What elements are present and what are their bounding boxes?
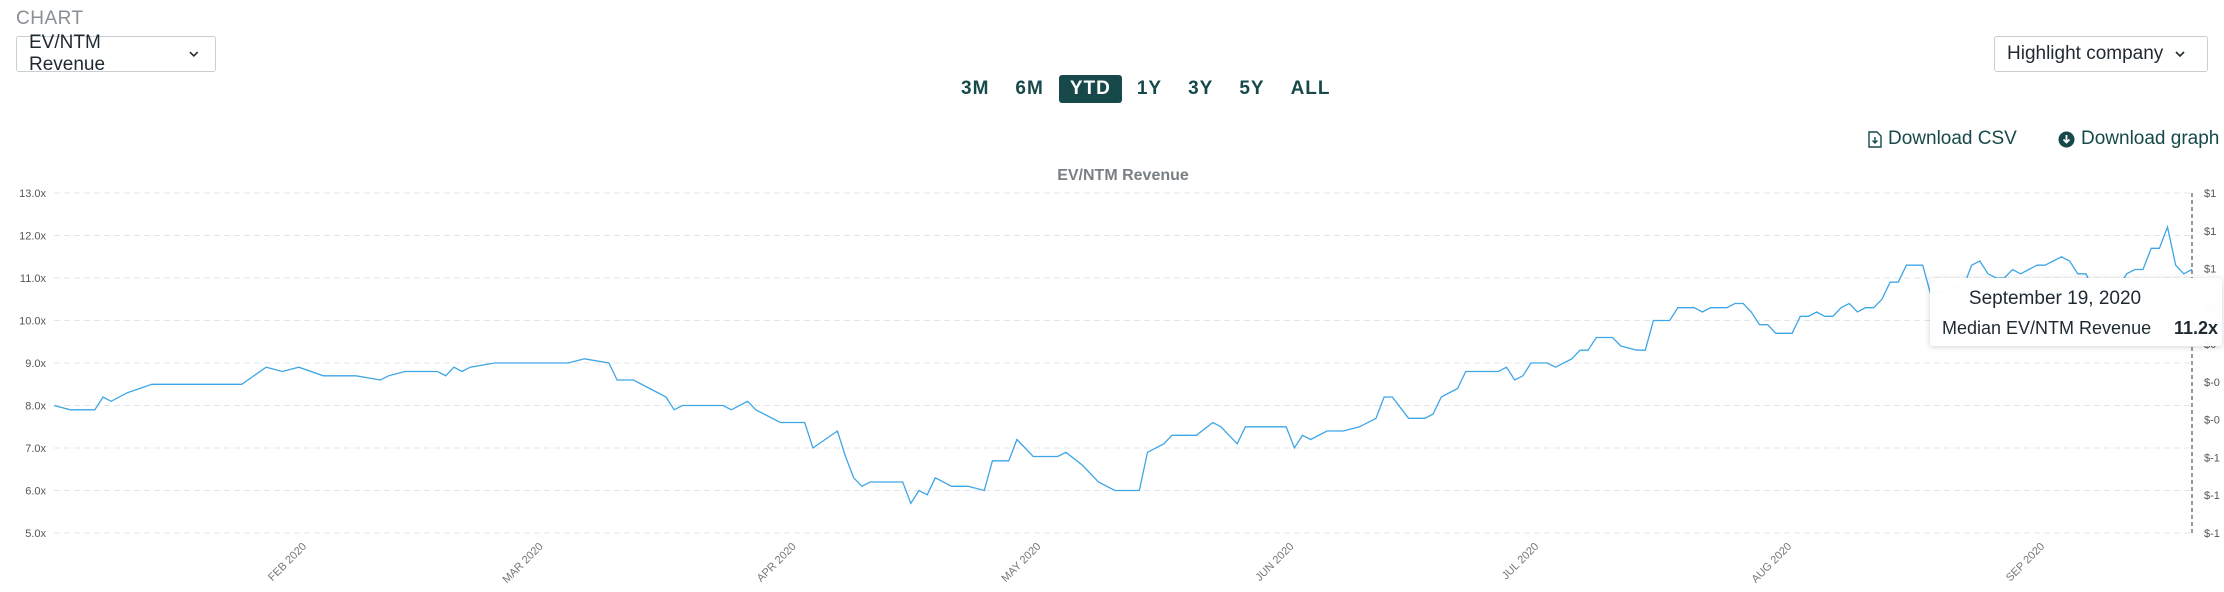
y-tick-label: 5.0x <box>25 528 46 540</box>
y-tick-label: 11.0x <box>20 273 47 285</box>
y-tick-label: 9.0x <box>25 358 46 370</box>
range-button-3m[interactable]: 3M <box>961 78 990 99</box>
right-axis-tick-label: $1 <box>2204 226 2216 238</box>
range-button-1y[interactable]: 1Y <box>1136 78 1163 99</box>
right-axis-tick-label: $-1 <box>2204 490 2220 502</box>
range-button-ytd[interactable]: YTD <box>1058 75 1122 103</box>
tooltip-date: September 19, 2020 <box>1968 288 2142 309</box>
right-axis-tick-label: $-0 <box>2204 415 2220 427</box>
range-button-3y[interactable]: 3Y <box>1188 78 1214 99</box>
y-tick-label: 6.0x <box>25 486 46 498</box>
tooltip-value: 11.2x <box>2174 318 2219 338</box>
file-download-icon <box>1868 130 1882 148</box>
ev-ntm-revenue-chart: EV/NTM Revenue 5.0x 6.0x 7.0x 8.0x 9.0x 10.0x… <box>19 167 2220 586</box>
download-graph-label: Download graph <box>2081 128 2220 149</box>
right-axis-tick-label: $1 <box>2204 188 2216 200</box>
y-axis: 5.0x 6.0x 7.0x 8.0x 9.0x 10.0x 11.0x 12.0x 13.0x <box>19 188 46 540</box>
chart-grid <box>54 192 2192 534</box>
chart-section-label: CHART <box>16 8 84 29</box>
range-button-5y[interactable]: 5Y <box>1239 78 1265 99</box>
y-tick-label: 8.0x <box>25 401 46 413</box>
right-axis-tick-label: $-1 <box>2204 452 2220 464</box>
hover-tooltip: September 19, 2020 Median EV/NTM Revenue… <box>1930 278 2222 346</box>
y-tick-label: 13.0x <box>19 188 46 200</box>
right-axis-tick-label: $1 <box>2204 264 2216 276</box>
x-tick-label: FEB 2020 <box>266 541 309 584</box>
right-axis-tick-label: $-1 <box>2204 528 2220 540</box>
y-tick-label: 7.0x <box>25 443 46 455</box>
range-button-all[interactable]: ALL <box>1290 78 1331 99</box>
x-tick-label: SEP 2020 <box>2004 541 2047 584</box>
metric-dropdown[interactable]: EV/NTM Revenue <box>16 32 216 75</box>
range-button-6m[interactable]: 6M <box>1015 78 1044 99</box>
chevron-down-icon <box>189 51 199 58</box>
download-circle-icon <box>2058 131 2075 147</box>
right-axis: $-1$-1$-1$-0$-0$0$0$1$1$1 <box>2204 188 2220 540</box>
x-tick-label: JUN 2020 <box>1253 541 1296 584</box>
tooltip-series-label: Median EV/NTM Revenue <box>1942 318 2152 338</box>
y-tick-label: 10.0x <box>19 316 46 328</box>
x-tick-label: APR 2020 <box>755 541 799 585</box>
x-tick-label: MAR 2020 <box>500 541 545 586</box>
median-ev-ntm-revenue-line <box>53 224 2193 505</box>
highlight-company-label: Highlight company <box>2007 43 2164 64</box>
y-tick-label: 12.0x <box>19 231 46 243</box>
x-tick-label: JUL 2020 <box>1500 541 1541 582</box>
time-range-selector: 3M 6M YTD 1Y 3Y 5Y ALL <box>950 75 1346 103</box>
right-axis-tick-label: $-0 <box>2204 377 2220 389</box>
x-tick-label: MAY 2020 <box>999 541 1043 585</box>
download-graph-button[interactable]: Download graph <box>2058 128 2219 150</box>
chart-title: EV/NTM Revenue <box>1057 167 1189 184</box>
metric-dropdown-value: EV/NTM Revenue <box>29 32 106 75</box>
highlight-company-dropdown[interactable]: Highlight company <box>1994 36 2208 72</box>
x-axis: FEB 2020 MAR 2020 APR 2020 MAY 2020 JUN 2020… <box>266 541 2047 586</box>
download-csv-button[interactable]: Download CSV <box>1868 128 2017 150</box>
chevron-down-icon <box>2175 51 2185 58</box>
x-tick-label: AUG 2020 <box>1749 541 1794 586</box>
download-csv-label: Download CSV <box>1888 128 2017 149</box>
